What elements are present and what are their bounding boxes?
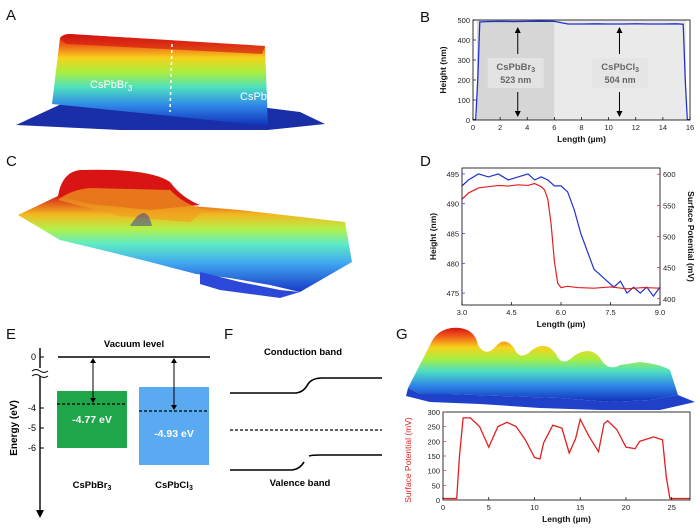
cspbcl3-name: CsPbCl3 [155, 480, 193, 492]
panel-a-label-left: CsPbBr3 [90, 79, 133, 93]
energy-tick-6: -6 [28, 443, 36, 453]
x-tick-label: 15 [576, 503, 584, 512]
x-tick-label: 7.5 [605, 308, 615, 317]
y-tick-label: 100 [427, 467, 440, 476]
cspbcl3-workfunction-value: -4.93 eV [154, 428, 194, 440]
y2-tick-label: 600 [663, 170, 676, 179]
y-tick-label: 490 [446, 200, 459, 209]
y-tick-label: 50 [432, 481, 440, 490]
region-name-1: CsPbCl3 [601, 62, 639, 74]
x-tick-label: 3.0 [457, 308, 467, 317]
valence-band-label: Valence band [270, 478, 331, 489]
region-value-1: 504 nm [605, 75, 636, 85]
energy-tick-4: -4 [28, 403, 36, 413]
y2-tick-label: 450 [663, 264, 676, 273]
y-tick-label: 400 [457, 36, 470, 45]
y-axis-label: Height (nm) [428, 213, 438, 260]
panel-a-label-right: CsPbCl3 [240, 91, 282, 105]
y2-tick-label: 500 [663, 233, 676, 242]
x-tick-label: 25 [668, 503, 676, 512]
region-value-0: 523 nm [500, 75, 531, 85]
surface-potential-line [461, 182, 661, 290]
panel-e-letter: E [6, 326, 16, 343]
panel-g-3d-surface [406, 327, 695, 410]
x-tick-label: 6.0 [556, 308, 566, 317]
x-tick-label: 8 [579, 123, 583, 132]
x-tick-label: 14 [659, 123, 667, 132]
panel-d-chart: 3.0 4.5 6.0 7.5 9.0 475 480 485 490 495 400 450 500 5… [428, 167, 696, 329]
cspbbr3-name: CsPbBr3 [73, 480, 112, 492]
y-axis-label: Surface Potential (mV) [403, 417, 413, 503]
y-tick-label: 200 [457, 76, 470, 85]
x-tick-label: 5 [487, 503, 491, 512]
y-tick-label: 485 [446, 230, 459, 239]
x-tick-label: 16 [686, 123, 694, 132]
y-tick-label: 500 [457, 16, 470, 25]
x-axis-label: Length (µm) [557, 134, 606, 144]
x-tick-label: 20 [622, 503, 630, 512]
energy-axis-arrowhead [36, 510, 44, 518]
y-axis-label: Height (nm) [438, 46, 448, 93]
y-tick-label: 475 [446, 289, 459, 298]
conduction-band-line [230, 377, 382, 394]
y-tick-label: 250 [427, 423, 440, 432]
y-tick-label: 150 [427, 452, 440, 461]
x-tick-label: 10 [604, 123, 612, 132]
plot-frame [442, 411, 691, 501]
height-line [461, 173, 661, 298]
x-tick-label: 12 [632, 123, 640, 132]
panel-a-letter: A [6, 7, 16, 24]
panel-e-band-diagram: E 0 -4 -5 -6 Energy (eV) Vacuum level -4… [6, 326, 210, 518]
plot-frame [461, 167, 661, 306]
surface-potential-line [443, 417, 690, 500]
y-tick-label: 100 [457, 96, 470, 105]
panel-f-letter: F [224, 326, 233, 343]
y2-axis-label: Surface Potential (mV) [686, 191, 696, 282]
y-tick-label: 0 [436, 496, 440, 505]
panel-d-letter: D [420, 153, 431, 170]
x-tick-label: 4 [525, 123, 529, 132]
panel-c-3d-surface [18, 169, 352, 298]
x-tick-label: 4.5 [506, 308, 516, 317]
region-name-0: CsPbBr3 [496, 62, 535, 74]
energy-axis-label: Energy (eV) [9, 400, 20, 456]
height-profile-line [472, 20, 691, 121]
panel-b-letter: B [420, 9, 430, 26]
y-tick-label: 200 [427, 437, 440, 446]
conduction-band-label: Conduction band [264, 347, 342, 358]
x-axis-label: Length (µm) [537, 319, 586, 329]
x-tick-label: 2 [498, 123, 502, 132]
x-tick-label: 0 [441, 503, 445, 512]
y-tick-label: 0 [466, 116, 470, 125]
y-tick-label: 480 [446, 259, 459, 268]
valence-band-line [230, 454, 382, 471]
vacuum-level-label: Vacuum level [104, 339, 164, 350]
energy-tick-0: 0 [31, 352, 36, 362]
y2-tick-label: 400 [663, 295, 676, 304]
y-tick-label: 495 [446, 170, 459, 179]
x-axis-label: Length (µm) [542, 514, 591, 524]
y2-tick-label: 550 [663, 201, 676, 210]
panel-c-letter: C [6, 153, 17, 170]
x-tick-label: 9.0 [655, 308, 665, 317]
x-tick-label: 6 [552, 123, 556, 132]
x-tick-label: 10 [530, 503, 538, 512]
panel-f-band-bending: F Conduction band Valence band [224, 326, 382, 489]
panel-g-letter: G [396, 326, 408, 343]
y-tick-label: 300 [457, 56, 470, 65]
energy-tick-5: -5 [28, 423, 36, 433]
panel-a-3d-surface: CsPbBr3 CsPbCl3 [16, 34, 325, 130]
cspbbr3-workfunction-value: -4.77 eV [72, 414, 112, 426]
y-tick-label: 300 [427, 408, 440, 417]
axis-break-mark [31, 369, 49, 373]
x-tick-label: 0 [471, 123, 475, 132]
boundary-dashed-line [169, 43, 173, 113]
